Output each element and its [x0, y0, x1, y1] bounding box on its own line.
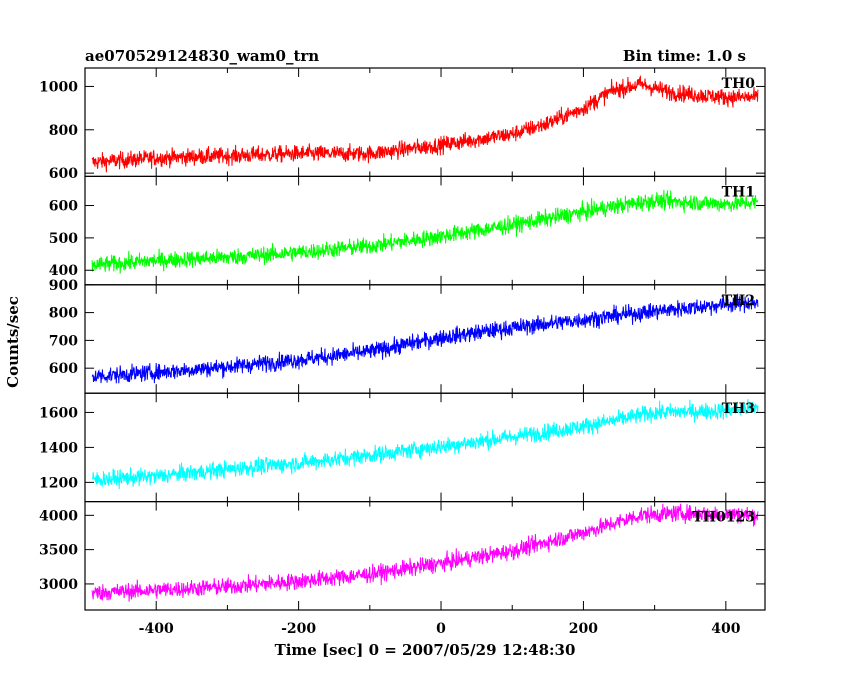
- panel-label-th0: TH0: [722, 76, 756, 92]
- y-tick-label: 1200: [39, 475, 78, 491]
- x-axis-label: Time [sec] 0 = 2007/05/29 12:48:30: [275, 641, 576, 659]
- y-tick-label: 1000: [39, 79, 78, 95]
- panel-label-th2: TH2: [722, 293, 755, 309]
- x-tick-label: -200: [281, 621, 316, 637]
- x-tick-label: -400: [139, 621, 174, 637]
- panel-frame-th0123: [84, 501, 766, 611]
- bin-time-label: Bin time: 1.0 s: [623, 47, 746, 65]
- y-tick-label: 800: [49, 123, 78, 139]
- x-tick-label: 200: [569, 621, 598, 637]
- series-line-th1: [91, 189, 759, 274]
- panel-label-th1: TH1: [722, 184, 755, 200]
- y-tick-label: 1600: [39, 405, 78, 421]
- x-tick-label: 0: [436, 621, 446, 637]
- y-tick-label: 3500: [39, 543, 78, 559]
- panel-label-th3: TH3: [722, 401, 755, 417]
- y-tick-label: 400: [49, 263, 78, 279]
- series-line-th2: [91, 293, 759, 384]
- chart-title: ae070529124830_wam0_trn: [85, 47, 319, 65]
- series-line-th0123: [91, 503, 759, 602]
- panels-group: 600 800 1000 TH0 400 500 600 TH1 600 700 800 900 TH2…: [39, 67, 766, 637]
- y-tick-label: 500: [49, 231, 78, 247]
- y-tick-label: 4000: [39, 508, 78, 524]
- y-tick-label: 3000: [39, 577, 78, 593]
- x-tick-label: 400: [711, 621, 740, 637]
- y-tick-label: 600: [49, 166, 78, 182]
- y-tick-label: 600: [49, 361, 78, 377]
- y-tick-label: 700: [49, 333, 78, 349]
- series-line-th0: [91, 75, 759, 173]
- y-axis-label: Counts/sec: [4, 296, 22, 388]
- panel-label-th0123: TH0123: [692, 510, 755, 526]
- y-tick-label: 900: [49, 278, 78, 294]
- y-tick-label: 1400: [39, 440, 78, 456]
- y-tick-label: 600: [49, 199, 78, 215]
- series-line-th3: [91, 399, 759, 490]
- panel-frame-th1: [84, 175, 766, 286]
- y-tick-label: 800: [49, 306, 78, 322]
